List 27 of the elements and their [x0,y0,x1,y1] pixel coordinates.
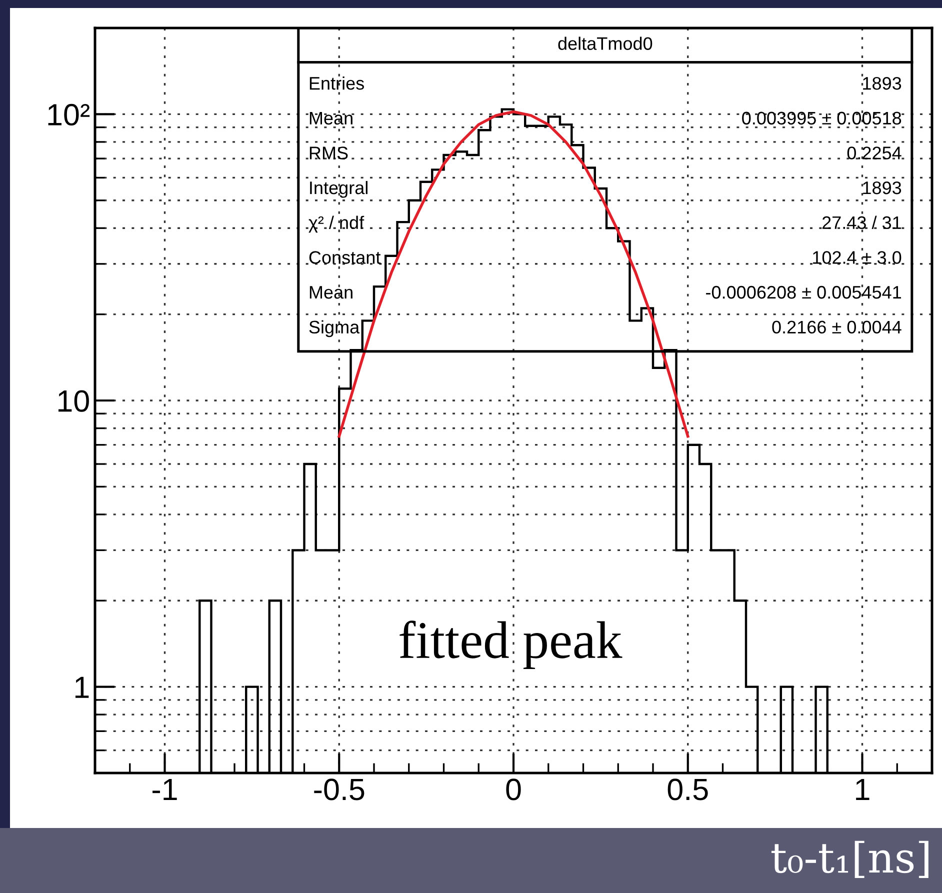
x-tick-label: -1 [152,778,177,800]
x-axis-title: t₀-t₁[ns] [771,840,928,878]
annotation: 102.4 ± 3.0 [813,251,902,264]
x-tick-label: 0 [506,778,521,800]
annotation: Mean [310,112,352,125]
annotation: Constant [309,251,381,264]
annotation: χ² / ndf [308,216,364,233]
annotation: Integral [310,180,368,198]
y-tick-label: 1 [75,676,89,698]
x-tick-label: -0.5 [314,778,364,800]
x-tick-label: 0.5 [668,778,708,800]
annotation: deltaTmod0 [558,36,652,50]
y-tick-label: 10² [48,104,90,126]
annotation: 0.2166 ± 0.0044 [772,320,902,334]
annotation: -0.0006208 ± 0.0054541 [706,286,902,299]
annotation: Mean [310,286,352,299]
annotation: 1893 [863,76,902,90]
annotation: 27.43 / 31 [822,216,901,230]
annotation: Entries [310,76,364,90]
annotation: 0.003995 ± 0.00518 [742,112,902,125]
x-tick-label: 1 [856,778,870,800]
annotation: Sigma [309,320,360,338]
annotation: 0.2254 [847,146,902,160]
annotation: fitted peak [400,620,622,670]
annotation: 1893 [863,181,902,194]
annotation: RMS [310,146,348,160]
y-tick-label: 10 [58,390,89,412]
